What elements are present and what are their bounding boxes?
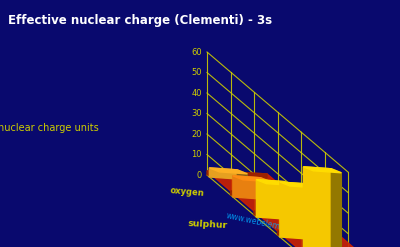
- Text: 0: 0: [197, 170, 202, 180]
- Polygon shape: [237, 170, 247, 183]
- Text: 50: 50: [192, 68, 202, 77]
- Text: sulphur: sulphur: [188, 220, 228, 230]
- Polygon shape: [209, 168, 247, 174]
- Polygon shape: [256, 180, 284, 219]
- Text: 30: 30: [191, 109, 202, 118]
- Polygon shape: [278, 231, 361, 247]
- Polygon shape: [280, 182, 308, 239]
- Polygon shape: [209, 168, 237, 179]
- Text: 20: 20: [192, 129, 202, 139]
- Text: Effective nuclear charge (Clementi) - 3s: Effective nuclear charge (Clementi) - 3s: [8, 14, 272, 27]
- Polygon shape: [230, 191, 314, 214]
- Polygon shape: [254, 211, 314, 218]
- Text: 10: 10: [192, 150, 202, 159]
- Polygon shape: [233, 176, 271, 182]
- Text: www.webelements.com: www.webelements.com: [225, 211, 315, 239]
- Polygon shape: [233, 176, 261, 199]
- Polygon shape: [308, 184, 318, 243]
- Polygon shape: [303, 167, 341, 173]
- Polygon shape: [284, 182, 294, 223]
- Polygon shape: [331, 169, 341, 247]
- Text: 40: 40: [192, 88, 202, 98]
- Text: 60: 60: [191, 47, 202, 57]
- Text: oxygen: oxygen: [169, 186, 204, 198]
- Polygon shape: [256, 180, 294, 185]
- Polygon shape: [280, 182, 318, 188]
- Polygon shape: [261, 178, 271, 203]
- Polygon shape: [207, 171, 267, 178]
- Polygon shape: [278, 231, 338, 238]
- Polygon shape: [207, 171, 290, 194]
- Polygon shape: [254, 211, 338, 234]
- Text: nuclear charge units: nuclear charge units: [0, 124, 98, 133]
- Polygon shape: [230, 191, 290, 198]
- Polygon shape: [303, 167, 331, 247]
